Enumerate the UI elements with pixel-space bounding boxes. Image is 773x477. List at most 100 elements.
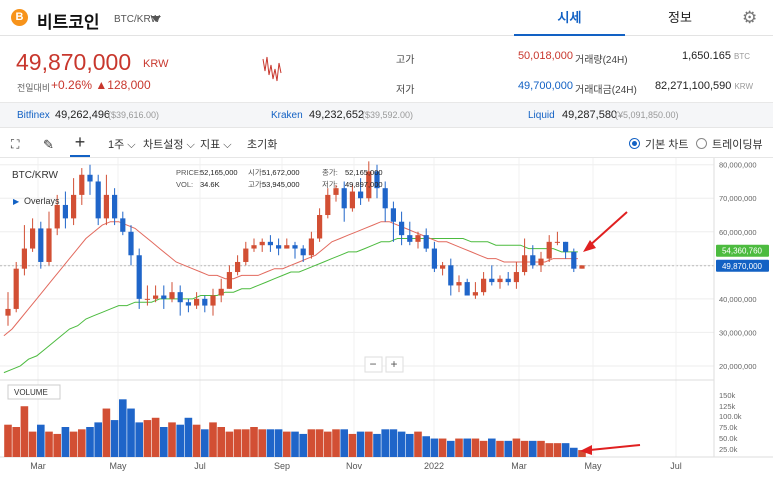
reset-button[interactable]: 초기화 bbox=[247, 139, 278, 151]
candle bbox=[218, 288, 224, 296]
low-value: 49,700,000 bbox=[517, 80, 573, 92]
candle bbox=[423, 235, 429, 249]
candle bbox=[21, 248, 27, 269]
candle bbox=[161, 295, 167, 299]
candle bbox=[554, 241, 560, 243]
tradingview-radio[interactable] bbox=[696, 138, 707, 149]
candle bbox=[54, 204, 60, 229]
overlay-toggle-icon[interactable]: ▶ bbox=[13, 197, 20, 206]
volume-bar bbox=[184, 417, 193, 457]
candle bbox=[472, 292, 478, 296]
volume-bar bbox=[53, 433, 61, 457]
volume-bar bbox=[438, 438, 447, 457]
candle bbox=[366, 171, 372, 199]
volume-bar bbox=[496, 440, 504, 457]
chart-settings-select[interactable]: 차트설정 ⌵ bbox=[143, 139, 195, 151]
zoom-out-button[interactable] bbox=[364, 356, 383, 373]
candle bbox=[579, 265, 585, 269]
exchange-name[interactable]: Bitfinex bbox=[17, 110, 50, 121]
x-tick-label: May bbox=[109, 461, 127, 471]
exchange-name[interactable]: Liquid bbox=[528, 110, 555, 121]
candle bbox=[497, 278, 503, 283]
exchange-price: 49,262,496 bbox=[55, 109, 111, 121]
candle bbox=[546, 241, 552, 259]
volume-bar bbox=[553, 443, 562, 457]
exchange-price: 49,287,580 bbox=[562, 109, 618, 121]
candle bbox=[202, 298, 208, 306]
volume-bar bbox=[430, 438, 439, 457]
basic-chart-radio[interactable] bbox=[629, 138, 640, 149]
volume-bar bbox=[242, 429, 250, 457]
high-value: 50,018,000 bbox=[517, 50, 573, 62]
candle bbox=[276, 245, 282, 249]
volume-bar bbox=[340, 429, 348, 457]
tab-market[interactable]: 시세 bbox=[514, 0, 625, 36]
plus-icon[interactable]: + bbox=[390, 357, 397, 371]
volume-bar bbox=[168, 422, 176, 457]
exchange-name[interactable]: Kraken bbox=[271, 110, 303, 121]
indicator-select[interactable]: 지표 ⌵ bbox=[200, 139, 232, 151]
y-tick-label: 80,000,000 bbox=[719, 161, 757, 170]
price-info-value: 52,165,000 bbox=[200, 168, 238, 177]
candle bbox=[390, 208, 396, 222]
candle bbox=[522, 255, 528, 273]
exchange-usd: ($39,592.00) bbox=[362, 110, 414, 120]
x-tick-label: 2022 bbox=[424, 461, 444, 471]
volume-bar bbox=[356, 431, 365, 457]
x-tick-label: Mar bbox=[30, 461, 46, 471]
candle bbox=[292, 245, 298, 249]
amount-label: 거래대금(24H) bbox=[575, 85, 637, 96]
overlays-label[interactable]: Overlays bbox=[24, 196, 60, 206]
volume-bar bbox=[4, 424, 12, 457]
candle bbox=[448, 265, 454, 286]
candle bbox=[210, 295, 216, 306]
volume-bar bbox=[504, 440, 512, 457]
price-chart[interactable]: 80,000,00070,000,00060,000,00050,000,000… bbox=[0, 158, 773, 477]
candle bbox=[349, 191, 355, 209]
gear-icon[interactable]: ⚙ bbox=[742, 8, 758, 27]
volume-value: 1,650.165 BTC bbox=[682, 50, 750, 62]
candle bbox=[407, 235, 413, 242]
chart-toolbar: ⛶ ✎ + 1주 ⌵ 차트설정 ⌵ 지표 ⌵ 초기화 기본 차트 트레이딩뷰 bbox=[0, 129, 773, 158]
candle bbox=[267, 241, 273, 246]
y-tick-label: 30,000,000 bbox=[719, 328, 757, 337]
volume-bar bbox=[45, 431, 53, 457]
fullscreen-icon[interactable]: ⛶ bbox=[11, 137, 20, 151]
candle bbox=[456, 282, 462, 286]
price-unit: KRW bbox=[143, 58, 169, 70]
crosshair-icon[interactable]: + bbox=[70, 132, 90, 157]
volume-bar bbox=[217, 427, 225, 457]
candle bbox=[103, 194, 109, 219]
volume-bar bbox=[274, 429, 283, 457]
candle bbox=[505, 278, 511, 283]
coin-pair: BTC/KRW bbox=[114, 14, 160, 25]
volume-bar bbox=[225, 431, 234, 457]
change-label: 전일대비 bbox=[17, 83, 51, 93]
minus-icon[interactable]: − bbox=[369, 357, 376, 371]
candle bbox=[153, 295, 159, 299]
exchange-price: 49,232,652 bbox=[309, 109, 365, 121]
zoom-in-button[interactable] bbox=[385, 356, 404, 373]
tab-info[interactable]: 정보 bbox=[668, 10, 692, 25]
high-label: 고가 bbox=[396, 55, 415, 66]
volume-box bbox=[7, 384, 61, 400]
candle bbox=[300, 248, 306, 256]
volume-bar bbox=[381, 429, 389, 457]
candle bbox=[128, 231, 134, 256]
vol-info-value: 34.6K bbox=[200, 180, 220, 189]
volume-tick-label: 75.0k bbox=[719, 423, 738, 432]
open-info-value: 51,672,000 bbox=[262, 168, 300, 177]
candle bbox=[489, 278, 495, 283]
price-change: +0.26% ▲128,000 bbox=[51, 78, 151, 92]
candle bbox=[5, 308, 11, 316]
coin-dropdown-icon[interactable] bbox=[151, 16, 161, 22]
candle bbox=[95, 181, 101, 219]
ma50-line bbox=[3, 238, 578, 374]
candle bbox=[440, 265, 446, 269]
candle bbox=[194, 298, 200, 306]
pencil-icon[interactable]: ✎ bbox=[43, 137, 54, 152]
y-tick-label: 70,000,000 bbox=[719, 194, 757, 203]
volume-bar bbox=[397, 431, 406, 457]
period-select[interactable]: 1주 ⌵ bbox=[108, 139, 136, 151]
chart-symbol: BTC/KRW bbox=[12, 170, 58, 181]
